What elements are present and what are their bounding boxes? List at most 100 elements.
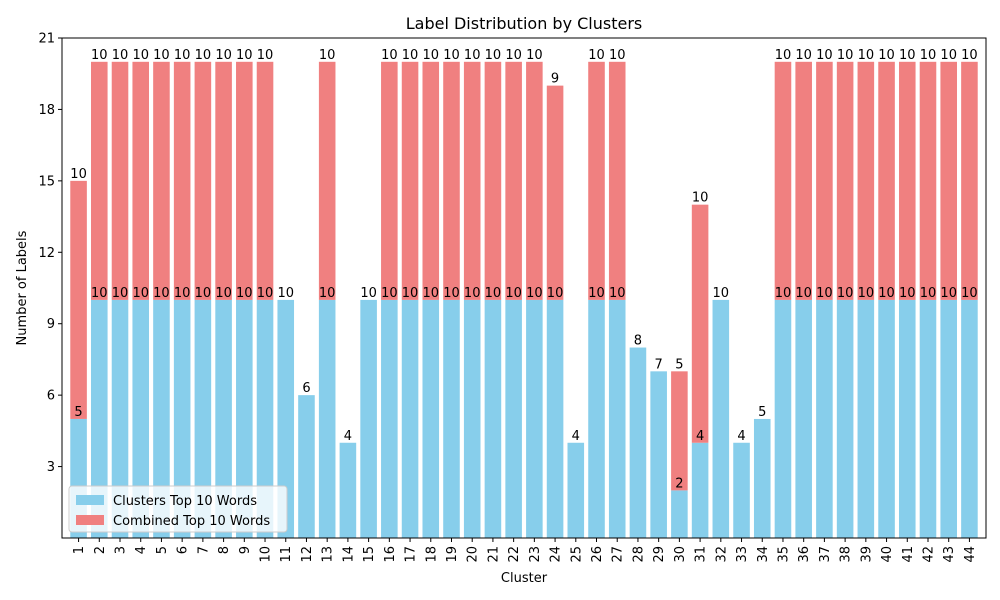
x-tick-label-12: 12 xyxy=(300,546,315,563)
bar-combined-17 xyxy=(401,61,419,300)
bar-label-clusters-27: 10 xyxy=(609,286,626,301)
bar-label-clusters-29: 7 xyxy=(655,357,663,372)
bar-label-combined-40: 10 xyxy=(878,48,895,63)
bars-layer xyxy=(70,61,978,538)
bar-label-clusters-3: 10 xyxy=(112,286,129,301)
bar-label-clusters-7: 10 xyxy=(195,286,212,301)
bar-combined-42 xyxy=(919,61,937,300)
bar-combined-41 xyxy=(898,61,916,300)
x-tick-label-8: 8 xyxy=(217,546,232,554)
bar-clusters-2 xyxy=(91,299,108,538)
x-tick-label-33: 33 xyxy=(735,546,750,563)
bar-label-combined-30: 5 xyxy=(675,357,683,372)
x-tick-label-29: 29 xyxy=(652,546,667,563)
bar-label-combined-42: 10 xyxy=(920,48,937,63)
bar-label-clusters-21: 10 xyxy=(485,286,502,301)
bar-label-combined-17: 10 xyxy=(402,48,419,63)
x-tick-label-21: 21 xyxy=(486,546,501,563)
bar-label-clusters-37: 10 xyxy=(816,286,833,301)
bar-combined-5 xyxy=(153,61,170,300)
bar-label-clusters-9: 10 xyxy=(236,286,253,301)
bar-combined-30 xyxy=(671,371,688,491)
bar-clusters-19 xyxy=(443,299,460,538)
x-tick-label-11: 11 xyxy=(279,546,294,563)
bar-combined-1 xyxy=(70,180,87,419)
bar-label-clusters-6: 10 xyxy=(174,286,191,301)
bar-combined-38 xyxy=(836,61,854,300)
legend: Clusters Top 10 Words Combined Top 10 Wor… xyxy=(68,485,288,533)
x-tick-label-19: 19 xyxy=(445,546,460,563)
bar-clusters-16 xyxy=(381,299,398,538)
bar-label-clusters-1: 5 xyxy=(74,405,82,420)
bar-clusters-13 xyxy=(318,299,336,538)
bar-combined-18 xyxy=(422,61,440,300)
y-tick-label-12: 12 xyxy=(38,246,55,261)
bar-label-combined-23: 10 xyxy=(526,48,543,63)
bar-combined-39 xyxy=(857,61,875,300)
bar-clusters-6 xyxy=(173,299,191,538)
bar-clusters-37 xyxy=(816,299,833,538)
bar-label-clusters-14: 4 xyxy=(344,429,352,444)
bar-clusters-41 xyxy=(898,299,916,538)
x-tick-label-37: 37 xyxy=(818,546,833,563)
bar-combined-21 xyxy=(484,61,502,300)
bar-label-clusters-10: 10 xyxy=(257,286,274,301)
y-tick-label-21: 21 xyxy=(38,32,55,47)
x-tick-label-38: 38 xyxy=(839,546,854,563)
bar-label-clusters-39: 10 xyxy=(858,286,875,301)
legend-swatch-1 xyxy=(76,495,104,505)
x-tick-label-25: 25 xyxy=(569,546,584,563)
y-tick-label-15: 15 xyxy=(38,174,55,189)
x-tick-label-43: 43 xyxy=(942,546,957,563)
legend-label-1: Clusters Top 10 Words xyxy=(113,494,257,509)
bar-combined-43 xyxy=(940,61,957,300)
bar-label-combined-19: 10 xyxy=(443,48,460,63)
bar-clusters-12 xyxy=(298,395,315,538)
bar-combined-24 xyxy=(546,85,564,300)
bar-label-clusters-38: 10 xyxy=(837,286,854,301)
x-tick-label-23: 23 xyxy=(528,546,543,563)
bar-label-combined-5: 10 xyxy=(153,48,170,63)
bar-clusters-39 xyxy=(857,299,875,538)
bar-label-combined-10: 10 xyxy=(257,48,274,63)
x-tick-label-10: 10 xyxy=(259,546,274,563)
legend-box xyxy=(68,485,288,533)
bar-label-clusters-44: 10 xyxy=(961,286,978,301)
x-tick-label-28: 28 xyxy=(631,546,646,563)
bar-combined-27 xyxy=(608,61,626,300)
bar-label-combined-7: 10 xyxy=(195,48,212,63)
bar-clusters-10 xyxy=(256,299,274,538)
x-tick-label-41: 41 xyxy=(901,546,916,563)
x-tick-label-20: 20 xyxy=(466,546,481,563)
bar-label-clusters-43: 10 xyxy=(940,286,957,301)
bar-label-clusters-32: 10 xyxy=(713,286,730,301)
bar-combined-4 xyxy=(132,61,150,300)
bar-clusters-28 xyxy=(629,347,647,538)
bar-label-combined-37: 10 xyxy=(816,48,833,63)
x-tick-label-27: 27 xyxy=(611,546,626,563)
bar-label-combined-3: 10 xyxy=(112,48,129,63)
bar-label-clusters-22: 10 xyxy=(505,286,522,301)
chart-title: Label Distribution by Clusters xyxy=(406,14,643,33)
x-tick-label-24: 24 xyxy=(549,546,564,563)
bar-label-combined-8: 10 xyxy=(215,48,232,63)
x-tick-label-26: 26 xyxy=(590,546,605,563)
bar-label-combined-9: 10 xyxy=(236,48,253,63)
bar-combined-16 xyxy=(381,61,398,300)
bar-label-clusters-8: 10 xyxy=(215,286,232,301)
bar-label-clusters-16: 10 xyxy=(381,286,398,301)
bar-clusters-8 xyxy=(215,299,232,538)
x-tick-label-34: 34 xyxy=(756,546,771,563)
bar-labels-layer: 5 10 10 10 10 10 10 10 10 10 10 10 10 10 10 10 10 10 10 10 1… xyxy=(70,48,977,492)
bar-label-combined-38: 10 xyxy=(837,48,854,63)
bar-clusters-31 xyxy=(691,442,709,538)
plot-frame xyxy=(61,37,987,539)
bar-combined-37 xyxy=(816,61,833,300)
x-tick-label-2: 2 xyxy=(93,546,108,554)
bar-combined-8 xyxy=(215,61,232,300)
bar-label-clusters-36: 10 xyxy=(795,286,812,301)
bar-clusters-21 xyxy=(484,299,502,538)
x-tick-label-42: 42 xyxy=(921,546,936,563)
x-tick-label-6: 6 xyxy=(176,546,191,554)
